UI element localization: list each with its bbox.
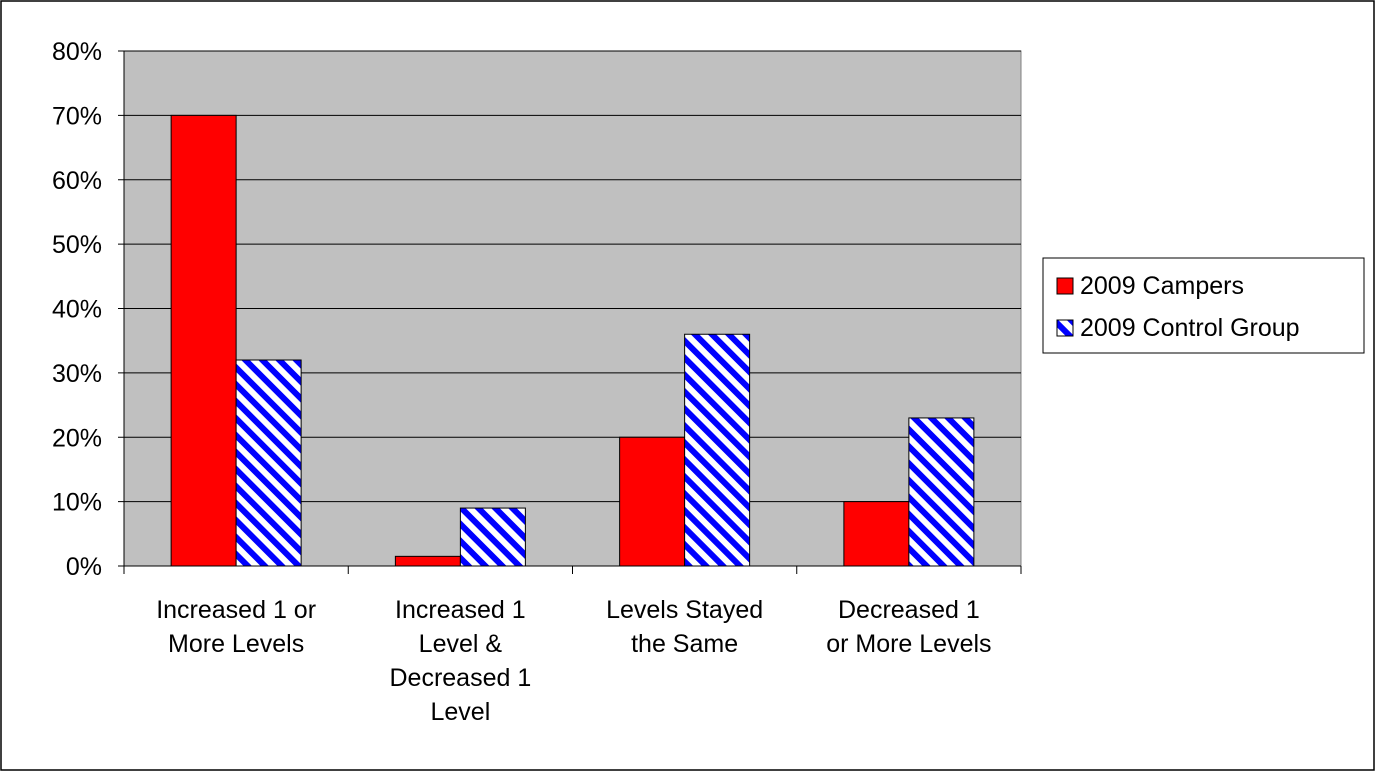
legend-label-campers: 2009 Campers — [1080, 272, 1244, 300]
bar-control-group-4 — [908, 417, 975, 567]
y-tick-label: 10% — [52, 489, 102, 517]
bar-campers-1 — [170, 114, 237, 567]
y-tick-label: 20% — [52, 424, 102, 452]
x-tick-label: Levels Stayed the Same — [606, 596, 763, 658]
legend-swatch-control-group — [1056, 319, 1074, 337]
y-tick-label: 30% — [52, 360, 102, 388]
x-tick-label: Increased 1 or More Levels — [156, 596, 316, 658]
legend: 2009 Campers 2009 Control Group — [1042, 257, 1365, 354]
x-tick-label: Decreased 1 or More Levels — [826, 596, 991, 658]
legend-box — [1042, 257, 1365, 354]
y-tick-label: 50% — [52, 231, 102, 259]
axes: 0% 10% 20% 30% 40% 50% 60% 70% 80% Increased 1 or… — [52, 38, 1022, 726]
legend-swatch-campers — [1056, 277, 1074, 295]
bar-campers-4 — [843, 501, 910, 567]
y-tick-label: 60% — [52, 167, 102, 195]
x-tick-label: Increased 1 Level & Decreased 1 Level — [390, 596, 532, 726]
bar-control-group-1 — [235, 359, 302, 567]
y-tick-label: 40% — [52, 296, 102, 324]
y-tick-label: 80% — [52, 38, 102, 66]
legend-label-control-group: 2009 Control Group — [1080, 314, 1300, 342]
bar-control-group-3 — [684, 333, 751, 567]
bar-control-group-2 — [459, 507, 526, 567]
bars — [170, 114, 975, 567]
bar-campers-2 — [394, 555, 461, 567]
bar-campers-3 — [619, 436, 686, 567]
y-tick-label: 70% — [52, 102, 102, 130]
y-tick-label: 0% — [66, 553, 102, 581]
